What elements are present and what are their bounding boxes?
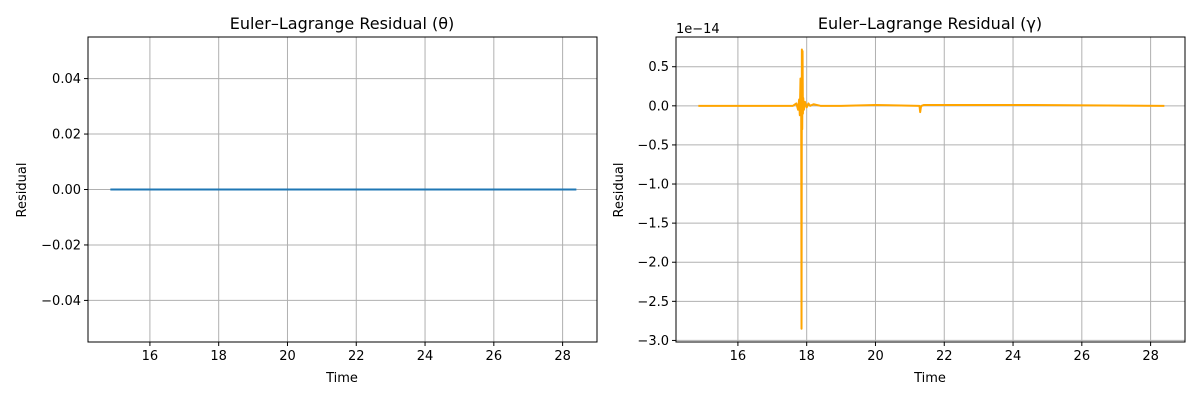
y-tick-label: 0.00 [52, 183, 81, 198]
plot-frame [675, 36, 1186, 343]
x-tick-label: 24 [1005, 349, 1022, 364]
series-line [698, 48, 1165, 330]
chart-title: Euler–Lagrange Residual (γ) [818, 14, 1042, 33]
x-axis-label: Time [913, 371, 946, 386]
x-tick-label: 20 [279, 349, 296, 364]
chart-gamma: Euler–Lagrange Residual (γ) 16 18 20 22 24 26… [612, 14, 1186, 386]
x-tick-label: 26 [486, 349, 503, 364]
y-tick-label: −1.5 [637, 217, 669, 232]
x-tick-label: 22 [936, 349, 953, 364]
y-tick-label: −0.04 [41, 294, 81, 309]
y-tick-label: −2.0 [637, 256, 669, 271]
chart-theta: Euler–Lagrange Residual (θ) 16 18 20 22 24 26… [15, 14, 598, 386]
x-tick-label: 24 [417, 349, 434, 364]
x-tick-label: 22 [348, 349, 365, 364]
y-tick-label: −3.0 [637, 334, 669, 349]
y-tick-label: −0.02 [41, 238, 81, 253]
y-tick-label: −1.0 [637, 178, 669, 193]
y-tick-label: 0.5 [648, 60, 669, 75]
y-tick-label: −2.5 [637, 295, 669, 310]
y-offset-label: 1e−14 [676, 22, 720, 37]
y-tick-label: 0.02 [52, 128, 81, 143]
x-tick-label: 26 [1074, 349, 1091, 364]
x-axis-label: Time [325, 371, 358, 386]
y-tick-label: 0.0 [648, 99, 669, 114]
x-tick-label: 16 [142, 349, 159, 364]
x-tick-label: 16 [730, 349, 747, 364]
x-tick-label: 18 [210, 349, 227, 364]
x-tick-label: 28 [554, 349, 571, 364]
x-tick-label: 28 [1142, 349, 1159, 364]
y-tick-label: −0.5 [637, 138, 669, 153]
chart-title: Euler–Lagrange Residual (θ) [230, 14, 455, 33]
x-tick-label: 20 [867, 349, 884, 364]
y-axis-label: Residual [15, 163, 30, 218]
y-tick-label: 0.04 [52, 72, 81, 87]
y-axis-label: Residual [612, 163, 627, 218]
x-tick-label: 18 [798, 349, 815, 364]
